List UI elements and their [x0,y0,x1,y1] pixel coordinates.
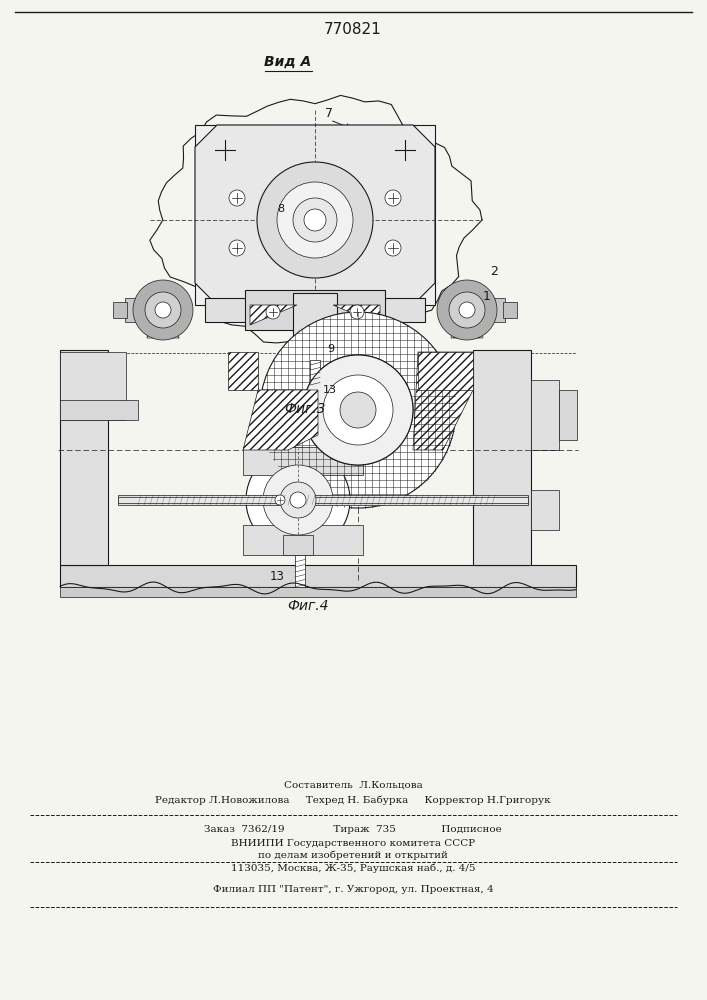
Bar [483,298,505,322]
Bar [205,298,425,322]
Text: 8: 8 [277,204,284,214]
Bar [60,352,126,420]
Bar [299,342,331,360]
Text: Вид А: Вид А [264,55,312,69]
Bar [503,302,517,318]
Bar [473,350,531,565]
Circle shape [340,392,376,428]
Text: 13: 13 [270,570,285,583]
Bar [118,495,528,505]
Bar [243,447,363,475]
Bar [125,298,147,322]
Text: Филиал ПП "Патент", г. Ужгород, ул. Проектная, 4: Филиал ПП "Патент", г. Ужгород, ул. Прое… [213,886,493,894]
Bar [283,535,313,555]
Circle shape [145,292,181,328]
Text: по делам изобретений и открытий: по делам изобретений и открытий [258,850,448,860]
Bar [113,302,127,318]
Circle shape [303,355,413,465]
Text: 7: 7 [325,107,333,120]
Text: 113035, Москва, Ж-35, Раушская наб., д. 4/5: 113035, Москва, Ж-35, Раушская наб., д. … [230,863,475,873]
Polygon shape [243,390,318,450]
Polygon shape [333,305,380,325]
Bar [531,380,559,450]
Circle shape [133,280,193,340]
Circle shape [275,495,285,505]
Circle shape [449,292,485,328]
Bar [60,353,576,588]
Circle shape [385,240,401,256]
Bar [195,125,435,305]
Bar [243,525,363,555]
Circle shape [303,355,413,465]
Circle shape [246,448,350,552]
Polygon shape [250,305,297,325]
Circle shape [266,305,280,319]
Bar [60,400,138,420]
Circle shape [229,190,245,206]
Text: 13: 13 [323,385,337,395]
Text: Заказ  7362/19               Тираж  735              Подписное: Заказ 7362/19 Тираж 735 Подписное [204,826,502,834]
Circle shape [277,182,353,258]
Circle shape [323,375,393,445]
Bar [245,290,385,330]
Polygon shape [147,282,179,338]
Circle shape [350,305,364,319]
Circle shape [385,190,401,206]
Text: ВНИИПИ Государственного комитета СССР: ВНИИПИ Государственного комитета СССР [231,838,475,848]
Circle shape [280,482,316,518]
Bar [118,497,528,503]
Bar [310,360,320,385]
Text: 9: 9 [327,344,334,354]
Bar [559,390,577,440]
Bar [531,490,559,530]
Bar [60,565,576,587]
Circle shape [293,198,337,242]
Circle shape [437,280,497,340]
Text: 2: 2 [490,265,498,278]
Bar [293,293,337,348]
Polygon shape [228,352,258,390]
Bar [295,555,305,587]
Text: Редактор Л.Новожилова     Техред Н. Бабурка     Корректор Н.Григорук: Редактор Л.Новожилова Техред Н. Бабурка … [156,795,551,805]
Bar [60,350,108,565]
Bar [60,587,576,597]
Polygon shape [195,125,435,305]
Text: Составитель  Л.Кольцова: Составитель Л.Кольцова [284,780,422,790]
Circle shape [263,465,333,535]
Polygon shape [451,282,483,338]
Text: 770821: 770821 [324,22,382,37]
Text: Фиг.3: Фиг.3 [284,402,326,416]
Circle shape [257,162,373,278]
Circle shape [290,492,306,508]
Circle shape [155,302,171,318]
Polygon shape [418,352,473,390]
Text: 1: 1 [483,290,491,303]
Text: Фиг.4: Фиг.4 [287,599,329,613]
Circle shape [260,312,456,508]
Circle shape [304,209,326,231]
Circle shape [229,240,245,256]
Circle shape [459,302,475,318]
Polygon shape [413,352,473,450]
